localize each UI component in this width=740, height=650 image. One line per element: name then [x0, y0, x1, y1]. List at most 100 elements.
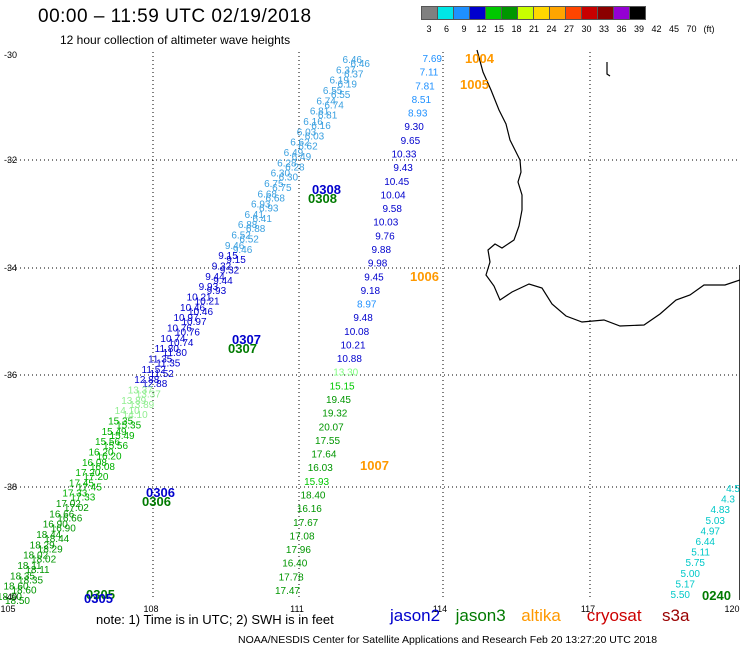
wave-height-value: 5.11	[691, 548, 710, 559]
longitude-label: 117	[581, 604, 595, 614]
wave-height-value: 13.37	[128, 385, 153, 396]
legend-tick-label: 36	[616, 24, 627, 34]
wave-height-value: 11.35	[156, 358, 181, 369]
legend-tick-label: 24	[546, 24, 557, 34]
wave-height-value: 10.97	[174, 313, 199, 324]
wave-height-value: 9.43	[393, 163, 413, 174]
wave-height-value: 10.74	[160, 334, 185, 345]
legend-tick-label: 21	[528, 24, 540, 34]
wave-height-value: 17.33	[70, 493, 95, 504]
wave-height-value: 10.21	[187, 293, 212, 304]
wave-height-value: 18.29	[30, 540, 55, 551]
wave-height-value: 18.35	[10, 571, 35, 582]
wave-height-value: 11.80	[155, 344, 180, 355]
wave-height-value: 9.32	[212, 262, 232, 273]
wave-height-value: 6.88	[238, 220, 258, 231]
wave-height-value: 10.08	[344, 327, 369, 338]
wave-height-value: 10.97	[182, 317, 207, 328]
wave-height-value: 9.65	[401, 136, 421, 147]
wave-height-value: 16.66	[49, 509, 74, 520]
wave-height-value: 6.16	[311, 121, 331, 132]
wave-height-value: 4.83	[711, 505, 731, 516]
wave-height-value: 6.75	[272, 183, 292, 194]
wave-height-value: 6.44	[696, 537, 716, 548]
pass-time-label: 0305	[86, 587, 115, 602]
wave-height-value: 16.16	[297, 504, 322, 515]
wave-height-value: 9.18	[361, 286, 381, 297]
wave-height-value: 9.15	[226, 255, 246, 266]
wave-height-value: 18.02	[23, 551, 48, 562]
wave-height-value: 16.08	[90, 462, 115, 473]
wave-height-value: 15.35	[108, 416, 133, 427]
wave-height-value: 8.51	[412, 95, 432, 106]
wave-height-value: 15.93	[304, 477, 329, 488]
satellite-tracks: 7.69 7.11 7.81 8.51 8.93 9.30 9.65 10.33 9.43 10.…	[0, 51, 740, 607]
wave-height-value: 4.3	[721, 495, 735, 506]
wave-height-value: 11.52	[142, 365, 167, 376]
wave-height-value: 9.98	[368, 259, 388, 270]
pass-time-label: 1004	[465, 51, 495, 66]
longitude-label: 108	[143, 604, 158, 614]
latitude-label: -40	[4, 592, 17, 602]
wave-height-value: 6.37	[344, 69, 364, 80]
wave-height-value: 12.88	[134, 375, 159, 386]
legend-tick-label: 15	[493, 24, 505, 34]
wave-height-value: 17.45	[77, 482, 102, 493]
wave-height-value: 5.17	[676, 579, 696, 590]
latitude-label: -38	[4, 482, 17, 492]
wave-height-value: 10.76	[175, 328, 200, 339]
pass-time-label: 0307	[232, 332, 261, 347]
wave-height-value: 6.46	[343, 55, 363, 66]
wave-height-value: 9.45	[364, 272, 384, 283]
wave-height-value: 6.93	[251, 200, 271, 211]
wave-height-value: 6.74	[316, 96, 336, 107]
wave-height-value: 17.78	[279, 572, 304, 583]
wave-height-value: 5.03	[706, 516, 726, 527]
legend-tick-label: 45	[668, 24, 680, 34]
wave-height-value: 6.62	[298, 142, 318, 153]
wave-height-value: 17.20	[83, 472, 108, 483]
wave-height-value: 14.10	[115, 406, 140, 417]
wave-height-value: 16.03	[308, 463, 333, 474]
wave-height-value: 6.19	[337, 80, 357, 91]
wave-height-value: 9.46	[225, 241, 245, 252]
wave-height-value: 6.55	[331, 90, 351, 101]
wave-height-value: 13.37	[136, 389, 161, 400]
wave-height-value: 6.03	[297, 127, 317, 138]
wave-height-value: 8.93	[408, 109, 428, 120]
legend-tick-label: (ft)	[703, 24, 715, 34]
latitude-label: -32	[4, 155, 17, 165]
wave-height-value: 18.44	[44, 534, 69, 545]
wave-height-value: 10.45	[384, 177, 409, 188]
wave-height-value: 6.74	[324, 100, 344, 111]
wave-height-value: 17.64	[311, 450, 336, 461]
wave-height-value: 18.11	[17, 561, 42, 572]
legend-tick-label: 6	[443, 24, 450, 34]
wave-height-value: 6.75	[264, 179, 284, 190]
legend-tick-label: 33	[598, 24, 610, 34]
wave-height-value: 17.47	[275, 586, 300, 597]
wave-height-value: 9.15	[218, 251, 238, 262]
legend-tick-label: 70	[686, 24, 697, 34]
wave-height-value: 9.46	[233, 245, 253, 256]
wave-height-value: 6.55	[323, 86, 343, 97]
wave-height-value: 16.90	[43, 520, 68, 531]
wave-height-value: 14.10	[123, 410, 148, 421]
wave-height-value: 18.50	[0, 592, 22, 603]
wave-height-value: 6.30	[279, 173, 299, 184]
wave-height-value: 10.46	[188, 307, 213, 318]
wave-height-value: 17.55	[315, 436, 340, 447]
longitude-label: 111	[290, 604, 304, 614]
wave-height-value: 17.02	[56, 499, 81, 510]
wave-height-value: 6.37	[336, 65, 356, 76]
wave-height-legend	[421, 6, 646, 20]
satellite-legend-item: jason3	[455, 606, 506, 625]
wave-height-value: 15.49	[102, 427, 127, 438]
wave-height-value: 6.03	[305, 131, 325, 142]
wave-height-value: 6.93	[259, 204, 279, 215]
wave-height-value: 16.66	[57, 513, 82, 524]
wave-height-value: 6.81	[310, 107, 330, 118]
wave-height-value: 6.49	[284, 148, 304, 159]
wave-height-value: 18.50	[5, 596, 30, 607]
wave-height-value: 6.16	[303, 117, 323, 128]
